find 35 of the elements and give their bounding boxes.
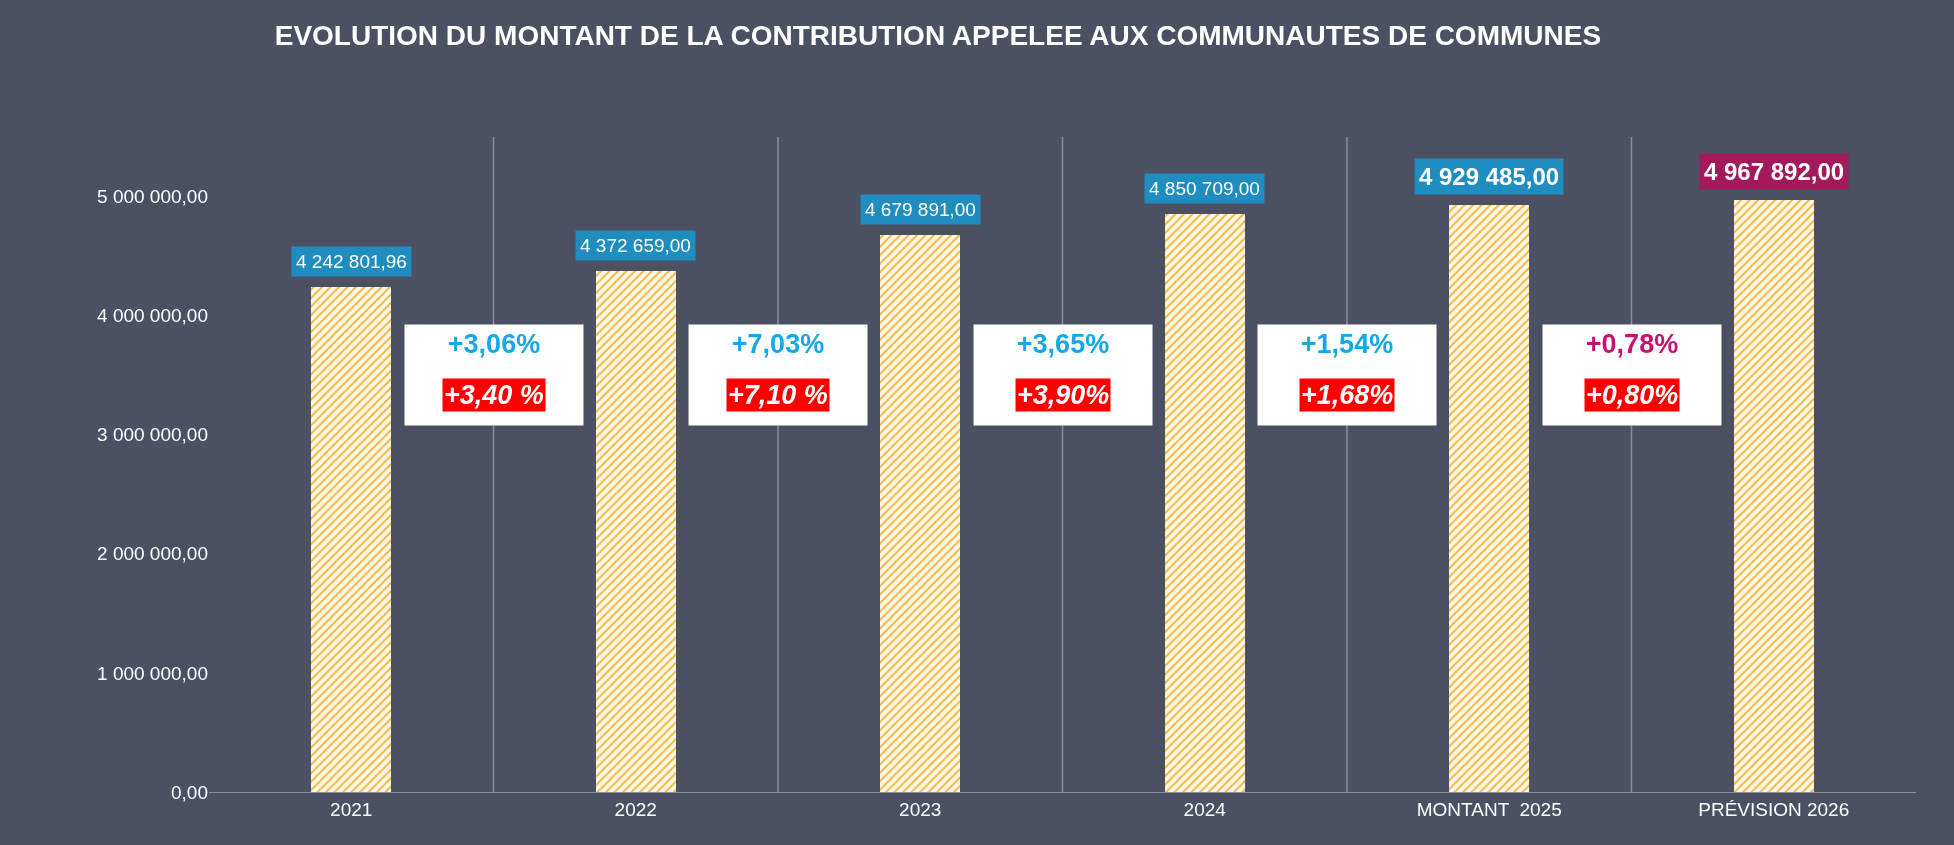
y-tick-label: 5 000 000,00 [97, 186, 208, 208]
annotation: +0,80% [1586, 380, 1679, 410]
data-label: 4 929 485,00 [1419, 163, 1560, 190]
x-tick-label: PRÉVISION 2026 [1698, 798, 1850, 820]
x-tick-label: 2021 [330, 798, 373, 820]
y-tick-label: 4 000 000,00 [97, 305, 208, 327]
data-label: 4 850 709,00 [1149, 178, 1260, 199]
annotation: +1,54% [1300, 329, 1394, 359]
annotation: +3,06% [447, 329, 541, 359]
bar [1449, 205, 1529, 792]
annotation: +0,78% [1585, 329, 1679, 359]
bar [1734, 200, 1814, 792]
x-tick-label: 2022 [614, 798, 657, 820]
y-tick-label: 3 000 000,00 [97, 424, 208, 446]
data-label: 4 967 892,00 [1704, 158, 1845, 185]
y-tick-label: 1 000 000,00 [97, 662, 208, 684]
annotation: +3,40 % [444, 380, 544, 410]
y-tick-label: 0,00 [171, 781, 208, 803]
annotation: +7,03% [731, 329, 825, 359]
annotation: +3,90% [1017, 380, 1110, 410]
chart-title: EVOLUTION DU MONTANT DE LA CONTRIBUTION APPELEE AUX COMMUNAUTES DE COMMUNES [274, 19, 1602, 51]
x-tick-label: 2023 [899, 798, 942, 820]
data-label: 4 242 801,96 [296, 251, 407, 272]
annotation: +1,68% [1301, 380, 1394, 410]
bar [880, 235, 960, 792]
data-label: 4 372 659,00 [580, 235, 691, 256]
bar [1165, 214, 1245, 792]
bar [596, 271, 676, 792]
y-tick-label: 2 000 000,00 [97, 543, 208, 565]
x-tick-label: MONTANT 2025 [1416, 798, 1562, 820]
x-tick-label: 2024 [1183, 798, 1227, 820]
annotation: +3,65% [1016, 329, 1110, 359]
data-label: 4 679 891,00 [865, 199, 976, 220]
annotation: +7,10 % [728, 380, 828, 410]
bar [311, 287, 391, 792]
